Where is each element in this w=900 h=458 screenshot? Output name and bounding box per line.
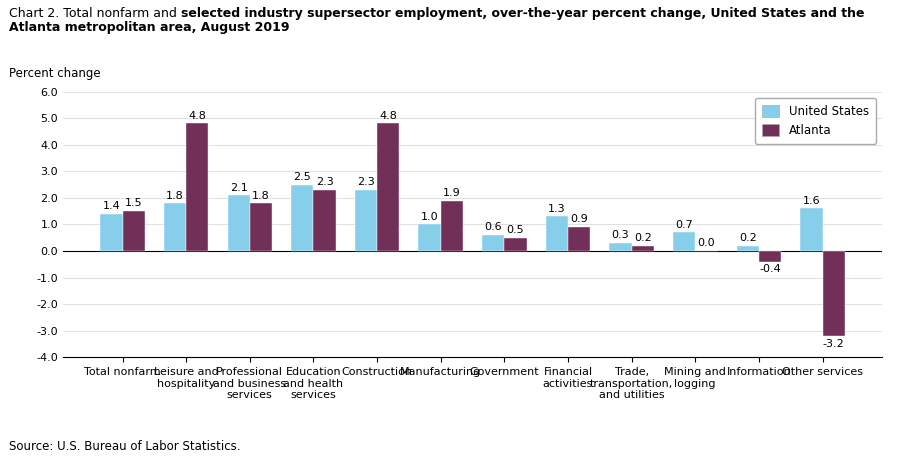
Bar <box>800 208 823 251</box>
Text: -3.2: -3.2 <box>823 338 844 349</box>
Text: 4.8: 4.8 <box>379 111 397 121</box>
Text: 1.0: 1.0 <box>420 212 438 222</box>
Bar <box>122 211 145 251</box>
Bar <box>504 238 526 251</box>
Text: Atlanta metropolitan area, August 2019: Atlanta metropolitan area, August 2019 <box>9 21 290 33</box>
Text: 1.8: 1.8 <box>166 191 184 201</box>
Text: 0.5: 0.5 <box>507 225 525 235</box>
Text: 0.7: 0.7 <box>675 220 693 230</box>
Bar <box>673 232 695 251</box>
Text: -0.4: -0.4 <box>759 264 781 274</box>
Bar <box>377 124 400 251</box>
Text: 1.3: 1.3 <box>548 204 565 214</box>
Bar <box>609 243 632 251</box>
Legend: United States, Atlanta: United States, Atlanta <box>755 98 876 144</box>
Text: 2.1: 2.1 <box>230 183 248 192</box>
Bar <box>291 185 313 251</box>
Text: selected industry supersector employment, over-the-year percent change, United S: selected industry supersector employment… <box>181 7 864 20</box>
Text: 0.6: 0.6 <box>484 223 502 232</box>
Text: 0.2: 0.2 <box>634 233 652 243</box>
Text: 2.5: 2.5 <box>293 172 311 182</box>
Text: Chart 2. Total nonfarm and: Chart 2. Total nonfarm and <box>9 7 181 20</box>
Text: 0.9: 0.9 <box>571 214 588 224</box>
Text: 0.3: 0.3 <box>612 230 629 240</box>
Bar <box>164 203 186 251</box>
Bar <box>736 245 759 251</box>
Bar <box>632 245 654 251</box>
Text: Percent change: Percent change <box>9 67 101 80</box>
Text: 0.0: 0.0 <box>698 238 716 248</box>
Bar <box>186 124 209 251</box>
Text: 1.5: 1.5 <box>125 198 142 208</box>
Bar <box>250 203 272 251</box>
Bar <box>355 190 377 251</box>
Text: 4.8: 4.8 <box>188 111 206 121</box>
Bar <box>313 190 336 251</box>
Text: 2.3: 2.3 <box>316 177 333 187</box>
Text: 1.8: 1.8 <box>252 191 270 201</box>
Text: 1.6: 1.6 <box>803 196 820 206</box>
Bar <box>228 195 250 251</box>
Bar <box>418 224 441 251</box>
Bar <box>823 251 845 336</box>
Bar <box>545 217 568 251</box>
Text: Source: U.S. Bureau of Labor Statistics.: Source: U.S. Bureau of Labor Statistics. <box>9 441 240 453</box>
Bar <box>759 251 781 262</box>
Bar <box>441 201 463 251</box>
Bar <box>482 235 504 251</box>
Bar <box>100 214 122 251</box>
Bar <box>568 227 590 251</box>
Text: 1.4: 1.4 <box>103 201 121 211</box>
Text: 1.9: 1.9 <box>443 188 461 198</box>
Text: 0.2: 0.2 <box>739 233 757 243</box>
Text: 2.3: 2.3 <box>357 177 374 187</box>
